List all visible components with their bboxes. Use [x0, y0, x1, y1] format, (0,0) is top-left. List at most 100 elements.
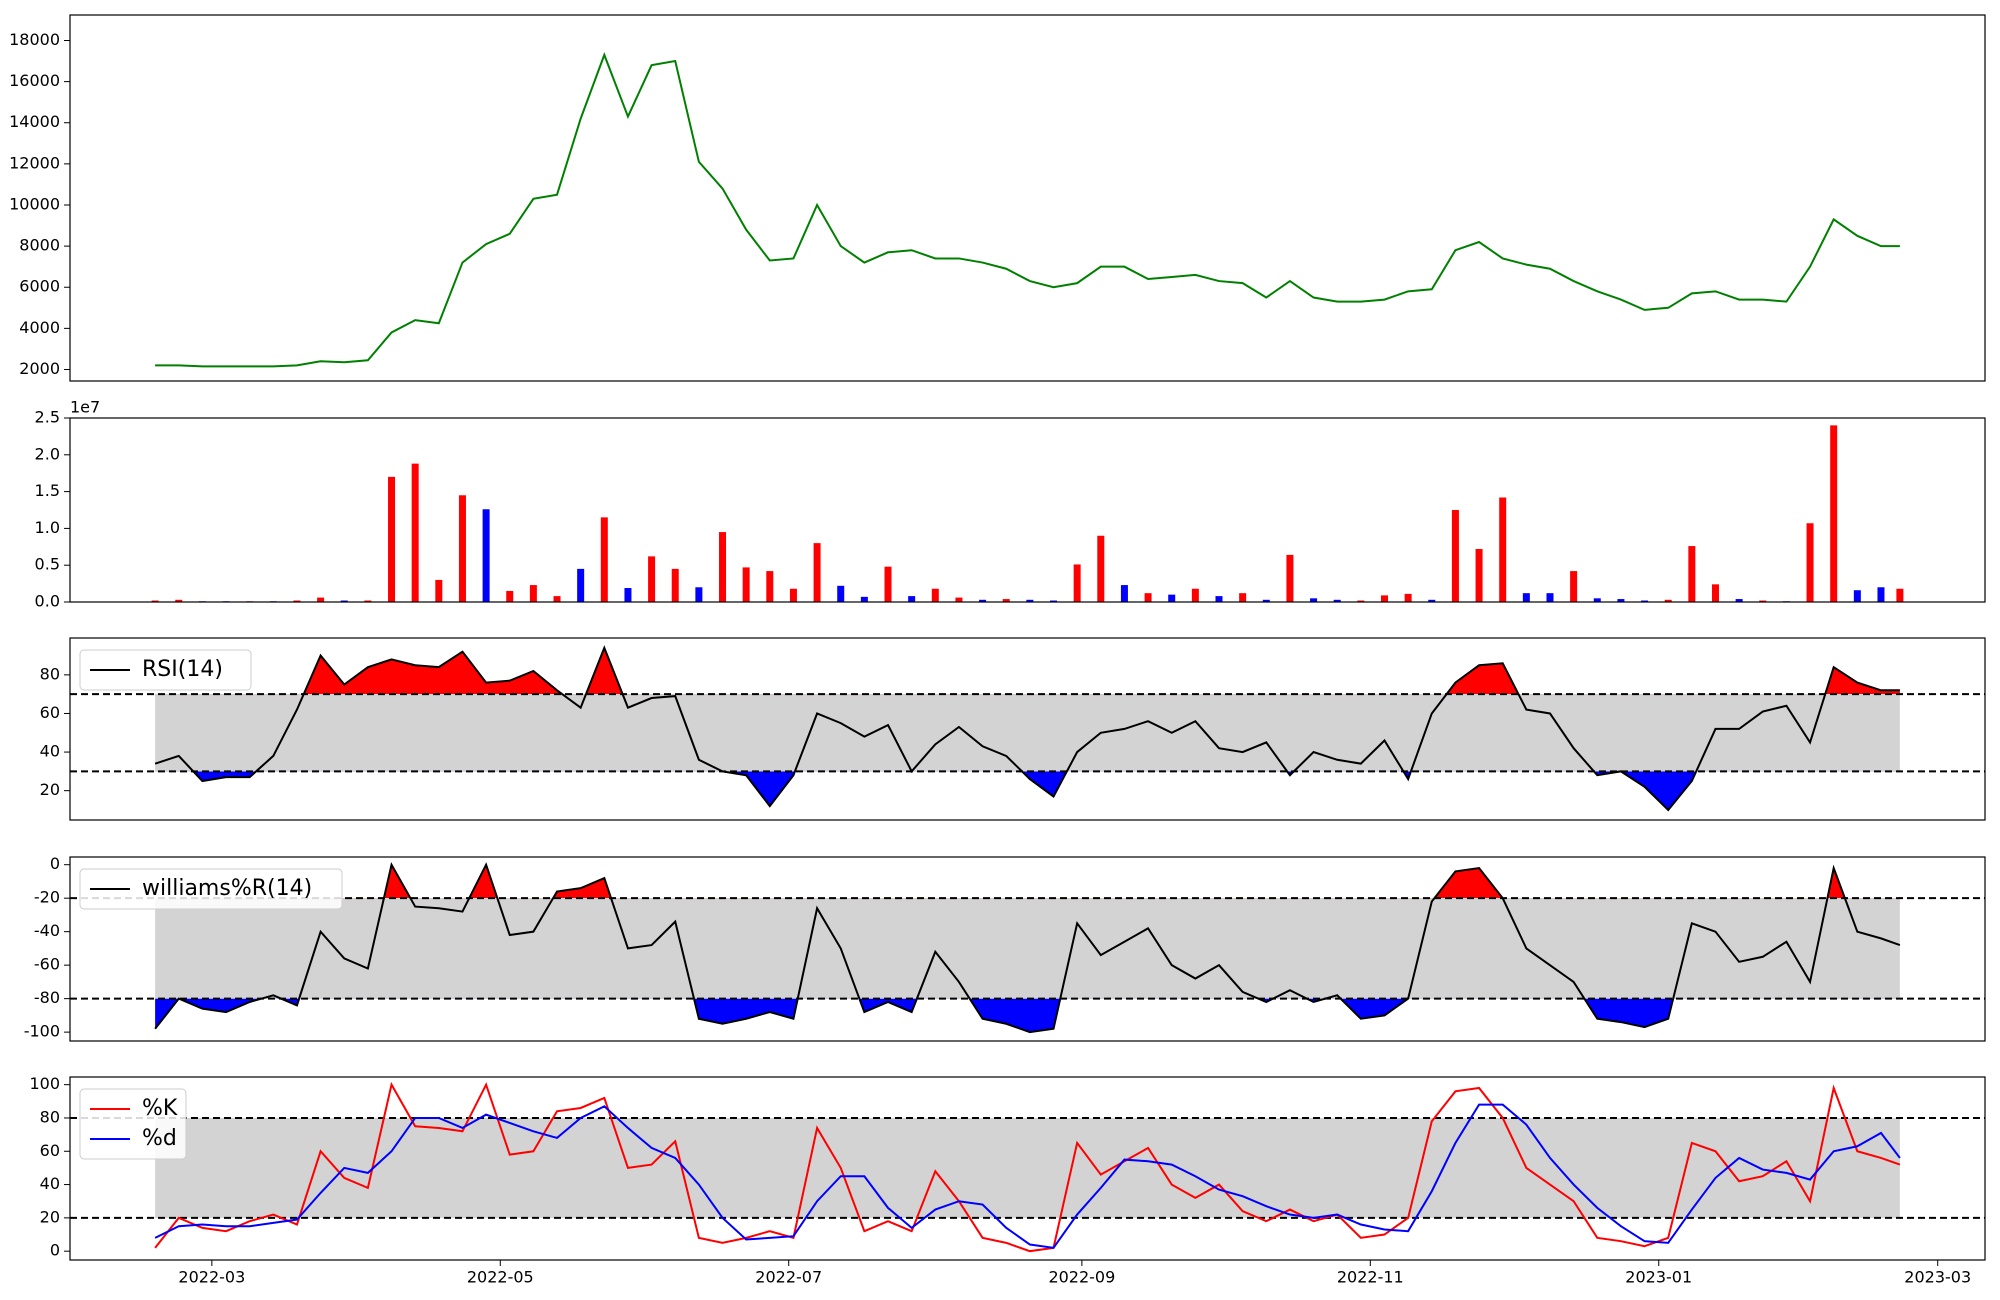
plot-area — [155, 52, 1900, 368]
axes-frame — [69, 417, 1986, 603]
axes-frame — [69, 1076, 1986, 1261]
volume-bar — [1404, 593, 1412, 602]
panel: -100 -80 -60 -40 -20 0 williams%R(14) — [24, 854, 1986, 1042]
x-tick-label: 2022-09 — [1048, 1268, 1115, 1287]
indicator-line — [154, 645, 1900, 812]
panel: 2000 4000 6000 8000 10000 12000 14000 16000 1800… — [9, 14, 1986, 382]
volume-bar — [742, 567, 750, 602]
y-tick-label: 0 — [50, 854, 60, 873]
panel: 20 40 60 80 RSI(14) — [40, 637, 1986, 821]
y-tick-label: 0.5 — [35, 555, 60, 574]
panel: 0.0 0.5 1.0 1.5 2.0 2.5 1e7 — [35, 398, 1986, 611]
x-tick-label: 2022-11 — [1337, 1268, 1404, 1287]
y-tick-label: 40 — [40, 742, 60, 761]
y-tick-label: 6000 — [19, 277, 60, 296]
overbought-fill — [383, 864, 1845, 899]
y-tick-label: -20 — [34, 888, 60, 907]
axes-frame — [69, 14, 1986, 382]
volume-bar — [1475, 549, 1483, 602]
volume-bar — [1262, 599, 1270, 602]
volume-bar — [1522, 593, 1530, 602]
legend-label: %K — [142, 1096, 178, 1121]
neutral-band — [155, 694, 1900, 772]
y-tick-label: -100 — [24, 1022, 60, 1041]
axis-offset-label: 1e7 — [70, 398, 100, 417]
y-tick-label: 80 — [40, 1107, 60, 1126]
y-tick-label: -80 — [34, 988, 60, 1007]
volume-bar — [1499, 497, 1507, 602]
volume-bar — [979, 599, 987, 602]
y-tick-label: 0.0 — [35, 592, 60, 611]
volume-bar — [624, 588, 632, 602]
volume-bar — [1215, 596, 1223, 602]
volume-bar — [340, 600, 348, 602]
y-tick-label: 10000 — [9, 194, 60, 213]
y-tick-label: -40 — [34, 921, 60, 940]
volume-bar — [1050, 600, 1058, 602]
plot-area — [70, 861, 1985, 1034]
volume-bar — [1570, 571, 1578, 602]
legend-box — [79, 1088, 187, 1160]
x-tick-label: 2022-05 — [467, 1268, 534, 1287]
volume-bar — [1073, 564, 1081, 602]
volume-bar — [1593, 598, 1601, 602]
volume-bar — [1617, 599, 1625, 602]
y-tick-label: -60 — [34, 955, 60, 974]
volume-bar — [435, 579, 443, 602]
volume-bar — [1120, 585, 1128, 602]
y-tick-label: 20 — [40, 1207, 60, 1226]
price-line — [155, 52, 1900, 368]
volume-bar — [1097, 535, 1105, 602]
volume-bar — [1144, 593, 1152, 602]
volume-bar — [553, 596, 561, 602]
panel: 0 20 40 60 80 100 %K %d 2022-03 2022-05 2022-07 202… — [29, 1074, 1986, 1287]
volume-bar — [411, 463, 419, 602]
volume-bar — [577, 568, 585, 602]
volume-bar — [648, 556, 656, 602]
legend-label: williams%R(14) — [142, 876, 312, 901]
volume-bar — [506, 590, 514, 602]
volume-bar — [860, 596, 868, 602]
y-tick-label: 4000 — [19, 318, 60, 337]
indicator-line — [154, 1103, 1901, 1249]
plot-area — [151, 425, 1904, 602]
x-tick-label: 2022-07 — [755, 1268, 822, 1287]
legend-label: RSI(14) — [142, 657, 223, 682]
legend-label: %d — [142, 1126, 177, 1151]
volume-bar — [151, 600, 159, 602]
volume-bar — [1286, 554, 1294, 602]
volume-bar — [1664, 599, 1672, 602]
y-tick-label: 16000 — [9, 71, 60, 90]
volume-bar — [388, 476, 396, 602]
volume-bar — [1026, 599, 1034, 602]
y-tick-label: 14000 — [9, 112, 60, 131]
volume-bar — [1688, 546, 1696, 602]
volume-bar — [482, 509, 490, 602]
volume-bar — [908, 596, 916, 602]
y-tick-label: 0 — [50, 1241, 60, 1260]
volume-bar — [1357, 600, 1365, 602]
indicator-line — [154, 861, 1901, 1034]
volume-bar — [1546, 593, 1554, 602]
volume-bar — [1239, 593, 1247, 602]
volume-bar — [1896, 588, 1904, 602]
volume-bar — [766, 571, 774, 602]
legend-box — [79, 868, 343, 910]
volume-bar — [1853, 590, 1861, 602]
y-tick-label: 1.0 — [35, 518, 60, 537]
volume-bar — [789, 588, 797, 602]
volume-bar — [1830, 425, 1838, 602]
y-tick-label: 8000 — [19, 236, 60, 255]
x-tick-label: 2022-03 — [178, 1268, 245, 1287]
plot-area — [70, 645, 1985, 812]
y-tick-label: 20 — [40, 780, 60, 799]
x-tick-label: 2023-03 — [1904, 1268, 1971, 1287]
volume-bar — [1428, 599, 1436, 602]
plot-area — [70, 1081, 1985, 1253]
y-tick-label: 60 — [40, 703, 60, 722]
y-tick-label: 12000 — [9, 153, 60, 172]
y-tick-label: 40 — [40, 1174, 60, 1193]
volume-bar — [1641, 600, 1649, 602]
volume-bar — [1806, 523, 1814, 602]
